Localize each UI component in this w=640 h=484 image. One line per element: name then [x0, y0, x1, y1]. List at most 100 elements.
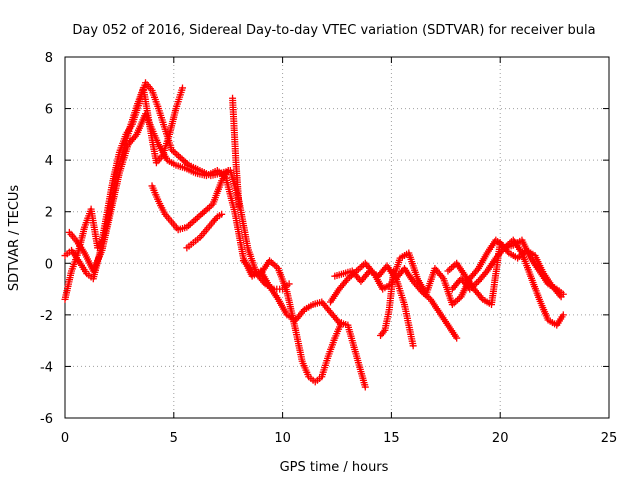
- data-point-fill: [149, 184, 162, 203]
- data-point-fill: [463, 274, 477, 291]
- data-point-fill: [169, 220, 180, 232]
- data-point-fill: [183, 165, 197, 176]
- data-point-fill: [231, 210, 247, 260]
- data-point-fill: [406, 251, 421, 281]
- data-point-fill: [202, 202, 215, 214]
- data-point-fill: [303, 302, 315, 312]
- data-point-fill: [313, 375, 324, 384]
- data-point: [361, 383, 369, 391]
- x-tick-label: 10: [274, 431, 291, 446]
- data-point-fill: [292, 329, 306, 363]
- data-point-fill: [358, 269, 372, 284]
- data-point-fill: [432, 266, 446, 281]
- series-trace-3: [61, 84, 187, 303]
- data-point-fill: [498, 240, 511, 255]
- data-point-fill: [155, 107, 168, 131]
- data-point-fill: [101, 202, 114, 239]
- series-trace-10: [448, 236, 567, 298]
- x-axis-label: GPS time / hours: [280, 460, 389, 475]
- data-point-fill: [515, 248, 529, 261]
- data-point-fill: [169, 147, 183, 160]
- data-point-fill: [398, 250, 411, 261]
- ticks-layer: 0 5 10 15 20 25 -6 -4 -2 0 2 4 6 8: [40, 51, 617, 446]
- data-point-fill: [390, 269, 401, 286]
- data-point-fill: [401, 303, 412, 327]
- data-point-fill: [428, 297, 442, 314]
- series-trace-9: [326, 236, 567, 329]
- data-point-fill: [204, 220, 215, 232]
- data-point-fill: [63, 248, 73, 258]
- data-point-fill: [283, 290, 299, 332]
- data-point-fill: [75, 225, 88, 255]
- data-point-fill: [62, 269, 75, 301]
- data-point-fill: [319, 300, 333, 315]
- data-point-fill: [353, 354, 369, 389]
- data-point-fill: [363, 261, 376, 276]
- plot-layer: [61, 79, 567, 391]
- data-point-fill: [68, 251, 81, 273]
- x-tick-label: 5: [170, 431, 178, 446]
- data-point-fill: [528, 274, 543, 301]
- data-point-fill: [156, 200, 168, 216]
- y-tick-label: 8: [45, 51, 53, 66]
- data-point: [179, 84, 187, 92]
- x-tick-label: 15: [383, 431, 400, 446]
- y-tick-label: 4: [45, 154, 53, 169]
- data-point: [559, 311, 567, 319]
- data-point-fill: [120, 125, 134, 151]
- data-point-fill: [267, 258, 280, 271]
- axes-layer: [64, 56, 610, 419]
- x-tick-label: 25: [601, 431, 618, 446]
- data-point-fill: [328, 310, 342, 325]
- data-point: [337, 319, 345, 327]
- data-point-fill: [107, 169, 121, 206]
- grid-layer: [65, 57, 609, 418]
- data-point-fill: [187, 162, 202, 173]
- data-point-fill: [319, 354, 332, 378]
- data-point-fill: [299, 360, 312, 378]
- data-point-fill: [78, 261, 89, 275]
- data-point-fill: [440, 277, 456, 306]
- data-point-fill: [275, 297, 290, 317]
- data-point-fill: [346, 269, 359, 281]
- data-point-fill: [405, 324, 417, 347]
- data-point-fill: [381, 281, 393, 292]
- data-point-fill: [241, 258, 255, 273]
- data-point-fill: [488, 241, 504, 306]
- data-point-fill: [149, 89, 162, 110]
- y-tick-label: -2: [40, 309, 53, 324]
- data-point-fill: [454, 261, 468, 278]
- data-point-fill: [476, 269, 490, 284]
- data-point-fill: [176, 224, 189, 233]
- data-point: [557, 293, 565, 301]
- plot-frame: [64, 56, 610, 419]
- data-point-fill: [140, 86, 153, 128]
- data-point-fill: [205, 168, 219, 179]
- data-point-fill: [146, 125, 160, 164]
- data-point-fill: [163, 212, 174, 224]
- data-point: [235, 203, 243, 211]
- data-point-fill: [511, 237, 524, 248]
- data-point-fill: [467, 266, 481, 281]
- data-point-fill: [154, 153, 165, 165]
- x-tick-label: 0: [61, 431, 69, 446]
- data-point-fill: [450, 294, 463, 307]
- data-point: [218, 210, 226, 218]
- data-point-fill: [178, 155, 191, 168]
- data-point-fill: [166, 107, 179, 136]
- data-point-fill: [378, 328, 387, 338]
- data-point-fill: [437, 310, 451, 327]
- data-point-fill: [554, 313, 566, 327]
- data-point-fill: [275, 267, 290, 293]
- data-point-fill: [160, 133, 173, 157]
- data-point-fill: [536, 297, 551, 322]
- series-trace-7: [239, 257, 345, 386]
- data-point-fill: [250, 268, 263, 277]
- series-trace-4: [148, 166, 232, 234]
- data-point-fill: [127, 104, 140, 128]
- data-point-fill: [345, 323, 360, 358]
- series-trace-5: [183, 210, 226, 252]
- series-trace-12: [377, 267, 417, 350]
- data-point: [453, 334, 461, 342]
- data-point-fill: [90, 249, 105, 273]
